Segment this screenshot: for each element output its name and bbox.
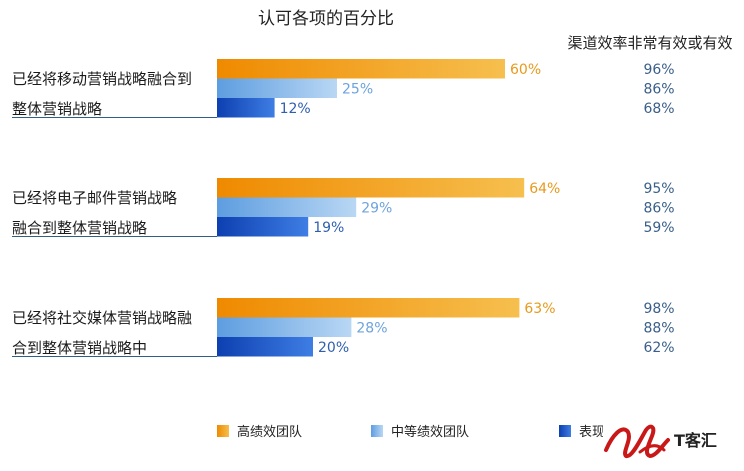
category-label: 整体营销战略 <box>12 100 102 118</box>
category-label: 融合到整体营销战略 <box>12 219 147 237</box>
bar <box>217 59 505 79</box>
bar <box>217 217 309 237</box>
watermark-script <box>604 424 670 459</box>
legend-label: 中等绩效团队 <box>391 424 469 440</box>
category-label: 已经将社交媒体营销战略融 <box>12 309 192 327</box>
legend-swatch <box>371 425 383 437</box>
value-label: 63% <box>524 301 555 317</box>
side-column-title: 渠道效率非常有效或有效 <box>567 34 732 52</box>
legend-swatch <box>559 425 571 437</box>
category-label: 已经将电子邮件营销战略 <box>12 189 177 207</box>
value-label: 12% <box>280 101 311 117</box>
side-value: 62% <box>643 340 674 356</box>
chart-title: 认可各项的百分比 <box>258 9 394 29</box>
watermark-text: T客汇 <box>674 431 717 450</box>
value-label: 19% <box>313 220 344 236</box>
value-label: 28% <box>356 320 387 336</box>
legend-swatch <box>217 425 229 437</box>
category-label: 已经将移动营销战略融合到 <box>12 70 192 88</box>
value-label: 64% <box>529 181 560 197</box>
watermark-script-flourish <box>638 444 666 454</box>
side-value: 86% <box>643 200 674 216</box>
category-label: 合到整体营销战略中 <box>12 339 147 357</box>
bar <box>217 78 337 98</box>
bar <box>217 98 275 118</box>
side-value: 68% <box>643 101 674 117</box>
side-value: 59% <box>643 220 674 236</box>
value-label: 20% <box>318 340 349 356</box>
legend-label: 表现 <box>579 425 605 440</box>
side-value: 96% <box>643 62 674 78</box>
legend: 高绩效团队 中等绩效团队 表现 <box>217 424 605 440</box>
value-label: 60% <box>510 62 541 78</box>
value-label: 29% <box>361 200 392 216</box>
side-value: 88% <box>643 320 674 336</box>
bar <box>217 178 525 198</box>
bar <box>217 298 520 318</box>
watermark-logo: T客汇 <box>604 424 717 459</box>
side-value: 98% <box>643 301 674 317</box>
bar <box>217 197 357 217</box>
value-label: 25% <box>342 81 373 97</box>
bar <box>217 317 352 337</box>
side-value: 95% <box>643 181 674 197</box>
bar <box>217 337 313 357</box>
legend-label: 高绩效团队 <box>237 424 302 440</box>
side-value: 86% <box>643 81 674 97</box>
